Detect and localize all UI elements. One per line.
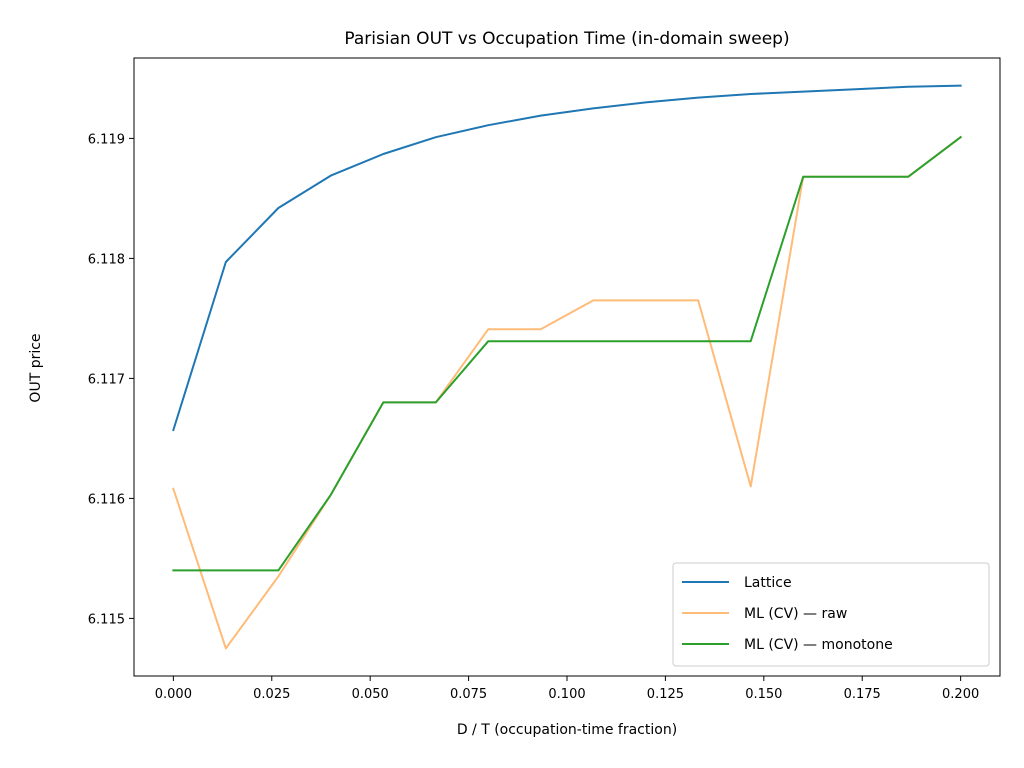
- y-tick-label: 6.119: [88, 132, 125, 147]
- x-tick-label: 0.075: [450, 687, 487, 702]
- x-axis-label: D / T (occupation-time fraction): [457, 722, 677, 738]
- x-tick-label: 0.050: [352, 687, 389, 702]
- legend-label: ML (CV) — raw: [744, 606, 847, 622]
- y-axis-label: OUT price: [28, 333, 44, 402]
- y-tick-label: 6.115: [88, 612, 125, 627]
- legend-label: Lattice: [744, 575, 792, 591]
- legend-label: ML (CV) — monotone: [744, 637, 893, 653]
- x-tick-label: 0.100: [548, 687, 585, 702]
- legend-box: [672, 562, 990, 667]
- ticks-layer: 0.000 0.025 0.050 0.075 0.100 0.125 0.150 0.175…: [88, 132, 979, 702]
- y-tick-label: 6.118: [88, 252, 125, 267]
- x-tick-label: 0.175: [844, 687, 881, 702]
- chart-title: Parisian OUT vs Occupation Time (in-doma…: [344, 29, 789, 49]
- legend: Lattice ML (CV) — raw ML (CV) — monotone: [672, 562, 990, 667]
- y-tick-label: 6.116: [88, 492, 125, 507]
- x-tick-label: 0.125: [647, 687, 684, 702]
- series-line-3: [172, 135, 963, 572]
- x-tick-label: 0.200: [942, 687, 979, 702]
- series-line-1: [172, 84, 962, 432]
- x-tick-label: 0.150: [745, 687, 782, 702]
- series-layer: [172, 84, 963, 650]
- x-tick-label: 0.000: [155, 687, 192, 702]
- plot-area-frame: [133, 57, 1001, 677]
- x-tick-label: 0.025: [253, 687, 290, 702]
- y-tick-label: 6.117: [88, 372, 125, 387]
